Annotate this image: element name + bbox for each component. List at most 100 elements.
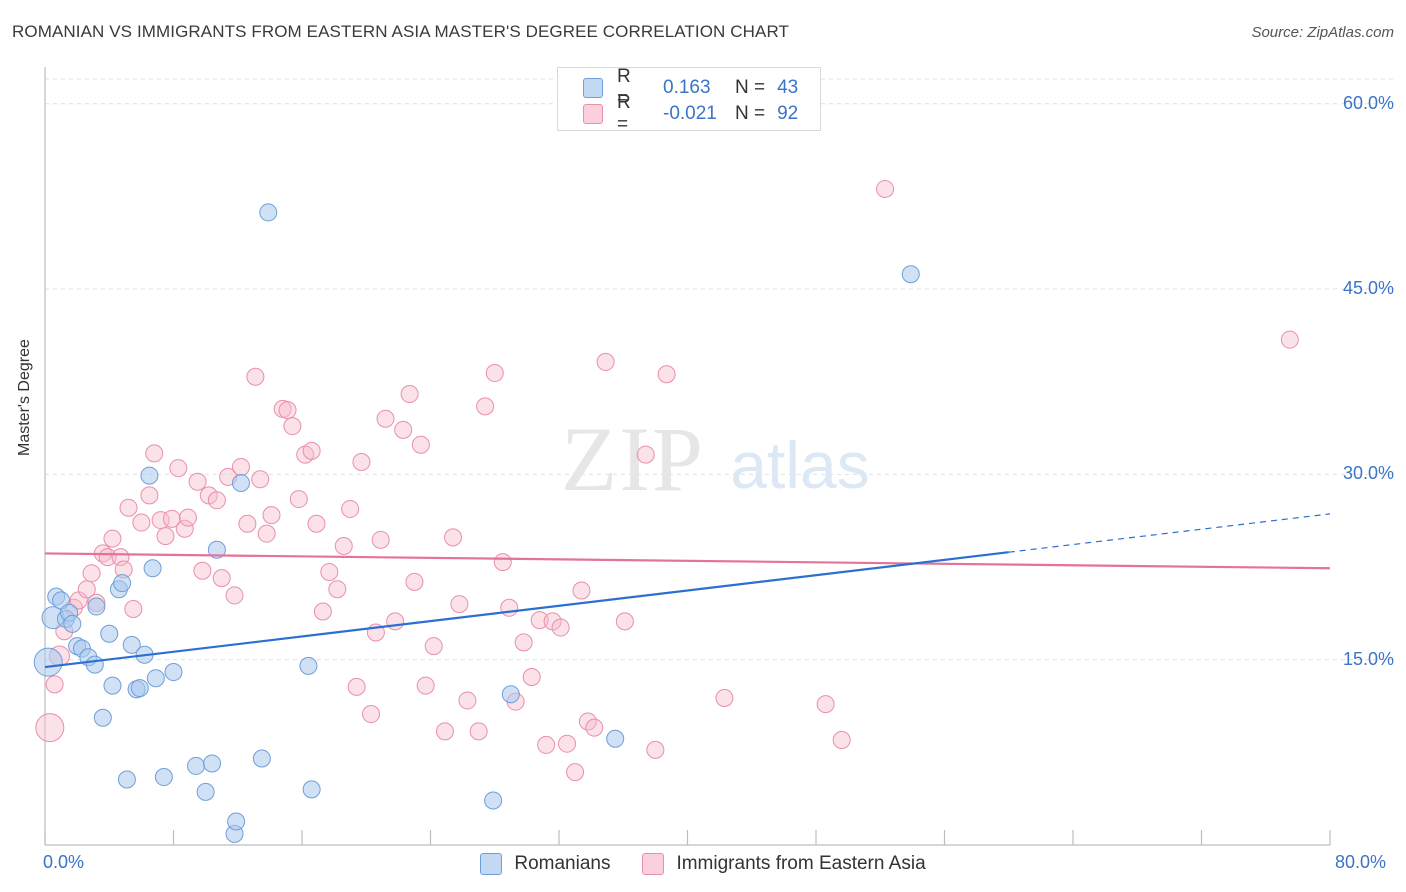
watermark: ZIP atlas: [561, 408, 870, 510]
legend-label-immigrants: Immigrants from Eastern Asia: [676, 853, 926, 874]
point-romanians: [140, 466, 159, 485]
x-tick-label-min: 0.0%: [43, 852, 85, 872]
correlation-legend: R = 0.163 N = 43 R = -0.021 N = 92: [557, 66, 821, 135]
legend-label-romanians: Romanians: [514, 853, 611, 874]
series-immigrants-points: [35, 179, 1299, 782]
trend-line-romanians: [44, 551, 1009, 669]
point-immigrants: [103, 529, 122, 548]
point-immigrants: [1280, 330, 1299, 349]
point-immigrants: [566, 763, 585, 782]
point-immigrants: [522, 667, 541, 686]
point-immigrants: [35, 713, 65, 743]
point-immigrants: [715, 688, 734, 707]
point-immigrants: [328, 580, 347, 599]
point-immigrants: [251, 470, 270, 489]
trend-line-romanians-extension: [1008, 513, 1331, 553]
point-immigrants: [341, 499, 360, 518]
point-immigrants: [537, 735, 556, 754]
point-immigrants: [156, 527, 175, 546]
point-romanians: [85, 655, 104, 674]
point-immigrants: [832, 730, 851, 749]
point-immigrants: [140, 486, 159, 505]
point-immigrants: [169, 459, 188, 478]
legend-n-value: 92: [777, 103, 799, 124]
point-immigrants: [514, 633, 533, 652]
point-immigrants: [246, 367, 265, 386]
point-romanians: [484, 791, 503, 810]
legend-r-value: 0.163: [663, 77, 711, 98]
point-romanians: [259, 203, 278, 222]
point-immigrants: [231, 457, 250, 476]
point-romanians: [231, 474, 250, 493]
point-immigrants: [362, 705, 381, 724]
point-immigrants: [257, 524, 276, 543]
point-immigrants: [558, 734, 577, 753]
point-romanians: [302, 780, 321, 799]
point-romanians: [203, 754, 222, 773]
point-immigrants: [876, 179, 895, 198]
point-immigrants: [435, 722, 454, 741]
watermark-zip: ZIP: [561, 408, 705, 510]
point-immigrants: [289, 490, 308, 509]
point-immigrants: [352, 453, 371, 471]
legend-item-romanians: Romanians: [480, 851, 610, 877]
point-immigrants: [476, 397, 495, 416]
point-romanians: [146, 669, 165, 688]
point-immigrants: [657, 365, 676, 384]
point-romanians: [299, 656, 318, 675]
point-romanians: [501, 685, 520, 704]
point-immigrants: [188, 472, 207, 491]
point-immigrants: [313, 602, 332, 621]
point-immigrants: [400, 385, 419, 404]
y-tick-label: 45.0%: [1342, 278, 1394, 299]
point-immigrants: [450, 595, 469, 614]
trend-lines: [44, 513, 1331, 669]
trend-line-immigrants: [44, 552, 1331, 570]
y-tick-label: 30.0%: [1342, 463, 1394, 484]
point-immigrants: [82, 564, 101, 583]
point-immigrants: [469, 722, 488, 741]
legend-swatch-pink: [583, 104, 603, 124]
point-immigrants: [278, 401, 297, 420]
point-immigrants: [45, 675, 64, 694]
point-immigrants: [458, 691, 477, 710]
legend-r-label: R =: [617, 92, 631, 135]
series-legend: Romanians Immigrants from Eastern Asia: [0, 851, 1406, 877]
point-immigrants: [500, 598, 519, 617]
point-immigrants: [530, 611, 549, 630]
point-immigrants: [585, 718, 604, 737]
legend-r-label: R =: [617, 66, 631, 109]
point-immigrants: [132, 513, 151, 532]
point-immigrants: [636, 445, 655, 464]
series-romanians-points: [33, 203, 920, 843]
point-romanians: [100, 624, 119, 643]
point-immigrants: [98, 548, 117, 567]
point-romanians: [186, 756, 205, 775]
point-romanians: [196, 782, 215, 801]
legend-n-label: N =: [735, 103, 766, 124]
point-immigrants: [302, 441, 321, 460]
point-romanians: [252, 749, 271, 768]
gridlines: [45, 78, 1393, 661]
point-immigrants: [424, 637, 443, 656]
point-romanians: [113, 574, 132, 593]
point-romanians: [606, 729, 625, 748]
point-romanians: [164, 663, 183, 682]
point-romanians: [227, 812, 246, 831]
legend-swatch-pink: [642, 853, 665, 875]
point-immigrants: [596, 352, 615, 371]
point-immigrants: [162, 509, 181, 528]
point-immigrants: [212, 569, 231, 588]
point-romanians: [63, 614, 82, 633]
legend-row-romanians: R = 0.163 N = 43: [583, 66, 798, 109]
point-immigrants: [394, 420, 413, 439]
legend-r-value: -0.021: [663, 103, 717, 124]
point-immigrants: [816, 695, 835, 714]
point-romanians: [33, 647, 63, 677]
point-immigrants: [443, 528, 462, 547]
point-immigrants: [334, 537, 353, 556]
point-romanians: [87, 597, 106, 616]
point-romanians: [901, 265, 920, 284]
point-immigrants: [320, 562, 339, 581]
